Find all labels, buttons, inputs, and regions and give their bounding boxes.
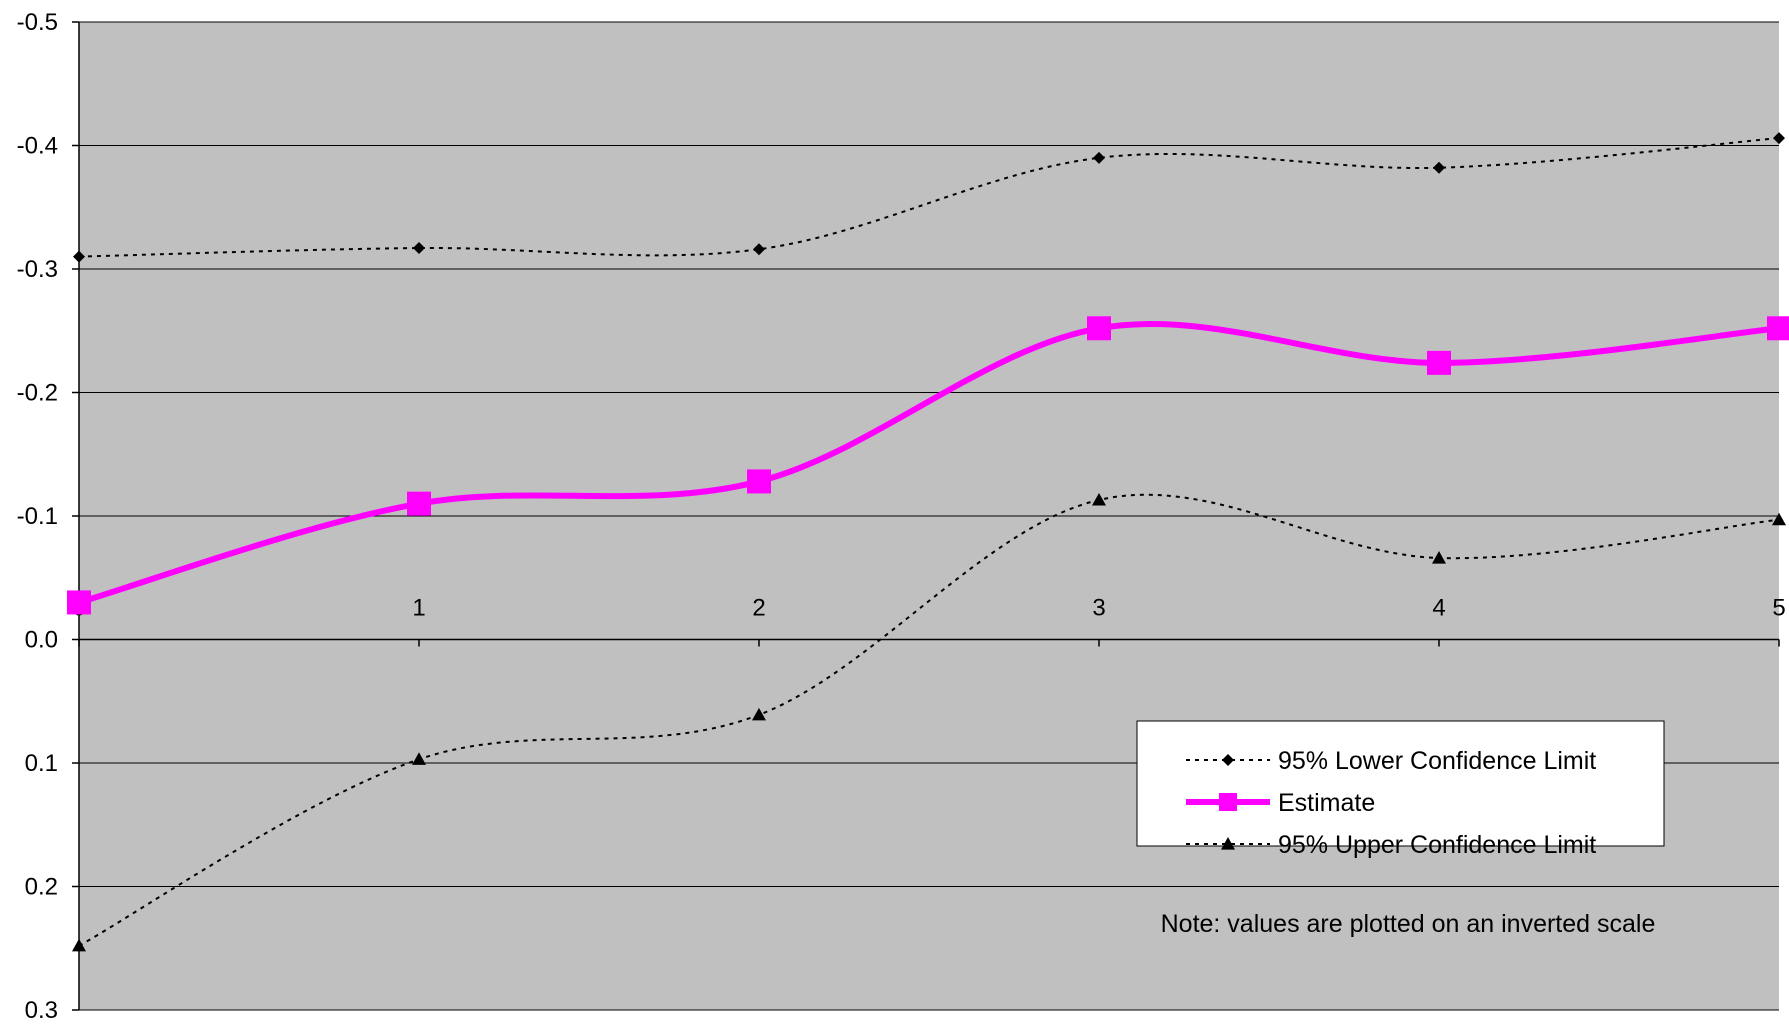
legend: 95% Lower Confidence Limit Estimate 95% Up… — [1136, 720, 1665, 859]
x-tick-label: 1 — [412, 595, 425, 622]
data-point-square — [1427, 350, 1451, 375]
series-estimate — [67, 316, 1789, 615]
legend-marker-square — [1219, 793, 1237, 811]
y-tick-label: -0.5 — [17, 9, 58, 36]
series-line-95pct-upper-confidence-limit — [78, 493, 1780, 947]
y-tick-label: -0.1 — [17, 503, 58, 530]
legend-marker-diamond — [1222, 754, 1234, 766]
data-point-triangle — [72, 938, 86, 952]
legend-entry: 95% Lower Confidence Limit — [1186, 747, 1596, 775]
legend-label: 95% Upper Confidence Limit — [1278, 831, 1596, 859]
legend-entries: 95% Lower Confidence Limit Estimate 95% Up… — [1186, 747, 1596, 859]
data-point-square — [747, 469, 771, 494]
legend-box — [1136, 720, 1665, 847]
x-tick-label: 4 — [1432, 595, 1445, 622]
data-point-diamond — [73, 250, 85, 263]
legend-entry: Estimate — [1186, 789, 1375, 817]
y-tick-label: 0.3 — [25, 997, 58, 1024]
data-series — [67, 132, 1789, 952]
data-point-triangle — [412, 752, 426, 765]
data-point-square — [407, 491, 431, 516]
series-line-estimate — [78, 320, 1780, 606]
data-point-diamond — [413, 242, 425, 255]
data-point-diamond — [1433, 161, 1445, 174]
data-point-square — [1767, 316, 1789, 341]
y-tick-label: 0.1 — [25, 750, 58, 777]
y-tick-label: -0.3 — [17, 256, 58, 283]
data-point-triangle — [1772, 512, 1786, 526]
legend-label: 95% Lower Confidence Limit — [1278, 747, 1596, 775]
y-axis-ticks: -0.5 -0.4 -0.3 -0.2 -0.1 0.0 0.1 0.2 0.3 — [17, 9, 79, 1024]
series-95pct-upper-confidence-limit — [72, 492, 1786, 952]
data-point-square — [1087, 316, 1111, 341]
data-point-diamond — [753, 243, 765, 256]
data-point-diamond — [1093, 151, 1105, 164]
x-tick-label: 5 — [1772, 595, 1785, 622]
series-line-95pct-lower-confidence-limit — [78, 137, 1780, 258]
y-tick-label: 0.0 — [25, 627, 58, 654]
data-point-triangle — [752, 707, 766, 721]
legend-marker-triangle — [1221, 837, 1235, 850]
data-point-diamond — [1773, 132, 1785, 145]
data-point-square — [67, 590, 91, 615]
inverted-scale-note: Note: values are plotted on an inverted … — [1161, 910, 1656, 938]
legend-label: Estimate — [1278, 789, 1375, 817]
x-tick-label: 2 — [752, 595, 765, 622]
data-point-triangle — [1092, 492, 1106, 506]
y-tick-label: -0.4 — [17, 133, 58, 160]
y-tick-label: 0.2 — [25, 874, 58, 901]
y-tick-label: -0.2 — [17, 380, 58, 407]
series-95pct-lower-confidence-limit — [73, 132, 1785, 263]
x-tick-label: 3 — [1092, 595, 1105, 622]
data-point-triangle — [1432, 550, 1446, 564]
legend-entry: 95% Upper Confidence Limit — [1186, 831, 1596, 859]
